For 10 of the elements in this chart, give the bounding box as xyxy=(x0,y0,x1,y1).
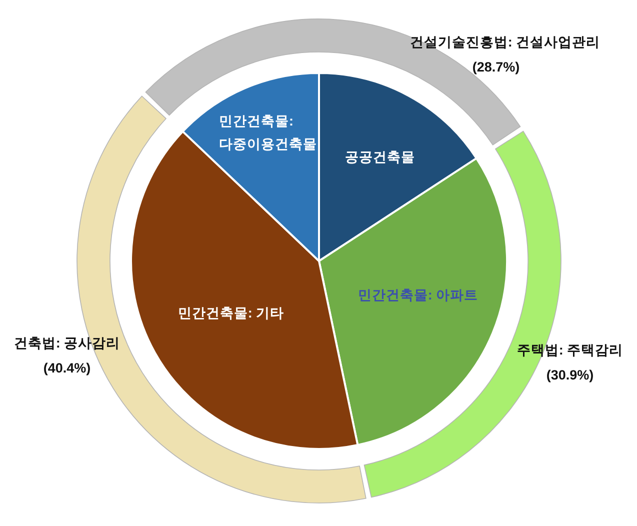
label: 민간건축물: 기타 xyxy=(178,306,284,320)
label: 공공건축물 xyxy=(345,150,415,164)
label: 민간건축물: 아파트 xyxy=(358,288,478,302)
value-label: (40.4%) xyxy=(43,360,91,376)
label: 건축법: 공사감리 xyxy=(14,336,120,350)
value-label: (28.7%) xyxy=(472,60,520,74)
label: 건설기술진흥법: 건설사업관리 xyxy=(410,34,600,50)
label: 민간건축물: xyxy=(219,114,294,128)
value-label: (30.9%) xyxy=(546,368,594,382)
label: 다중이용건축물 xyxy=(219,136,317,152)
